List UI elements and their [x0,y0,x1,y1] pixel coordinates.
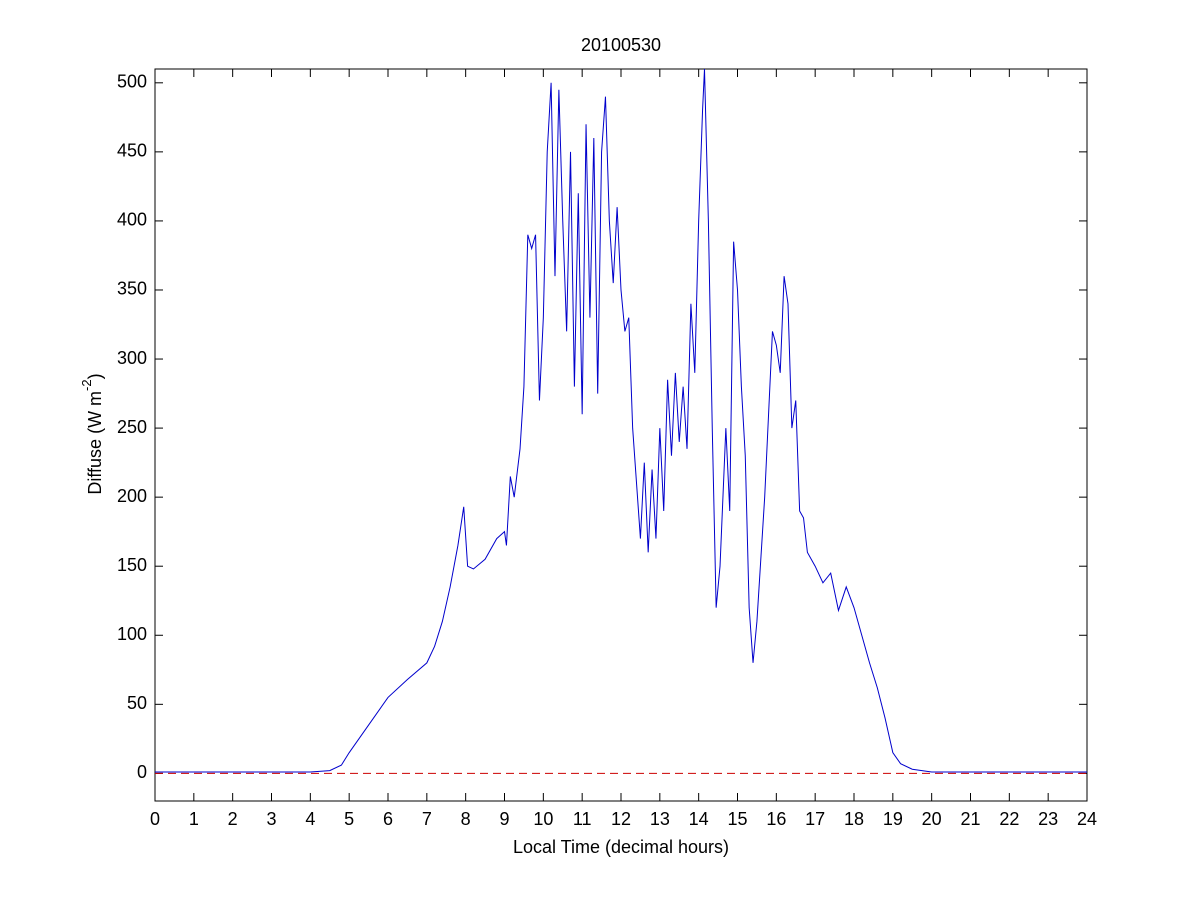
x-tick-label: 17 [805,809,825,829]
y-tick-label: 100 [117,624,147,644]
x-tick-label: 7 [422,809,432,829]
y-axis-label: Diffuse (W m-2) [79,373,104,494]
x-tick-label: 18 [844,809,864,829]
x-tick-label: 15 [727,809,747,829]
x-axis-label: Local Time (decimal hours) [513,837,729,857]
y-tick-label: 450 [117,141,147,161]
x-tick-label: 6 [383,809,393,829]
x-tick-label: 23 [1038,809,1058,829]
x-tick-label: 10 [533,809,553,829]
x-tick-label: 22 [999,809,1019,829]
y-tick-label: 0 [137,762,147,782]
x-tick-label: 5 [344,809,354,829]
y-tick-label: 150 [117,555,147,575]
x-tick-label: 19 [883,809,903,829]
y-tick-label: 250 [117,417,147,437]
x-tick-label: 2 [228,809,238,829]
x-tick-label: 4 [305,809,315,829]
chart-title: 20100530 [581,35,661,55]
y-label-text: Diffuse (W m [85,391,105,495]
x-tick-label: 14 [689,809,709,829]
x-tick-label: 8 [461,809,471,829]
y-label-suffix: ) [85,373,105,379]
data-line [155,68,1087,773]
x-tick-label: 20 [922,809,942,829]
x-tick-label: 21 [960,809,980,829]
y-tick-label: 350 [117,279,147,299]
x-tick-label: 12 [611,809,631,829]
x-tick-label: 24 [1077,809,1097,829]
x-tick-label: 3 [266,809,276,829]
x-tick-label: 16 [766,809,786,829]
y-tick-label: 500 [117,72,147,92]
y-label-sup: -2 [79,379,94,391]
y-tick-label: 50 [127,693,147,713]
x-tick-label: 13 [650,809,670,829]
x-tick-label: 11 [573,809,592,829]
y-tick-label: 300 [117,348,147,368]
x-tick-label: 1 [189,809,199,829]
x-tick-label: 9 [499,809,509,829]
y-tick-label: 400 [117,210,147,230]
y-tick-label: 200 [117,486,147,506]
x-tick-label: 0 [150,809,160,829]
